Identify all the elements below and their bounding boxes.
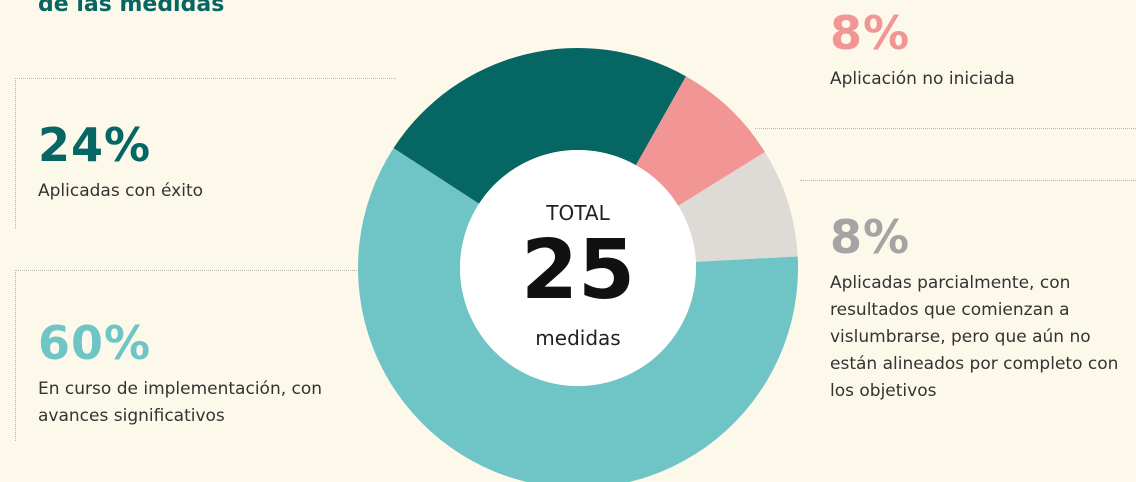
slice-description: Aplicadas parcialmente, con resultados q… bbox=[830, 273, 1119, 401]
slice-label: 60% En curso de implementación, con avanc… bbox=[38, 318, 358, 430]
donut-slice bbox=[678, 152, 798, 262]
divider bbox=[800, 180, 1136, 181]
slice-description: Aplicación no iniciada bbox=[830, 69, 1015, 89]
slice-description: Aplicadas con éxito bbox=[38, 181, 204, 201]
percent-label: 60% bbox=[38, 316, 152, 370]
divider bbox=[755, 128, 1136, 129]
donut-slice bbox=[393, 47, 686, 204]
center-top: TOTAL bbox=[545, 201, 610, 225]
slice-label: 24% Aplicadas con éxito bbox=[38, 120, 378, 205]
center-value: 25 bbox=[521, 223, 635, 318]
percent-label: 24% bbox=[38, 118, 152, 172]
percent-label: 8% bbox=[830, 6, 911, 60]
donut-slice bbox=[358, 148, 798, 482]
center-bottom: medidas bbox=[535, 326, 620, 350]
slice-label: 8% Aplicadas parcialmente, con resultados… bbox=[830, 212, 1130, 405]
donut-hole bbox=[460, 150, 696, 386]
slice-label: 8% Aplicación no iniciada bbox=[830, 8, 1130, 93]
chart-title: de las medidas bbox=[38, 0, 225, 17]
percent-label: 8% bbox=[830, 210, 911, 264]
donut-slice bbox=[635, 76, 765, 206]
divider bbox=[15, 78, 396, 229]
divider bbox=[15, 270, 361, 441]
slice-description: En curso de implementación, con avances … bbox=[38, 379, 323, 426]
